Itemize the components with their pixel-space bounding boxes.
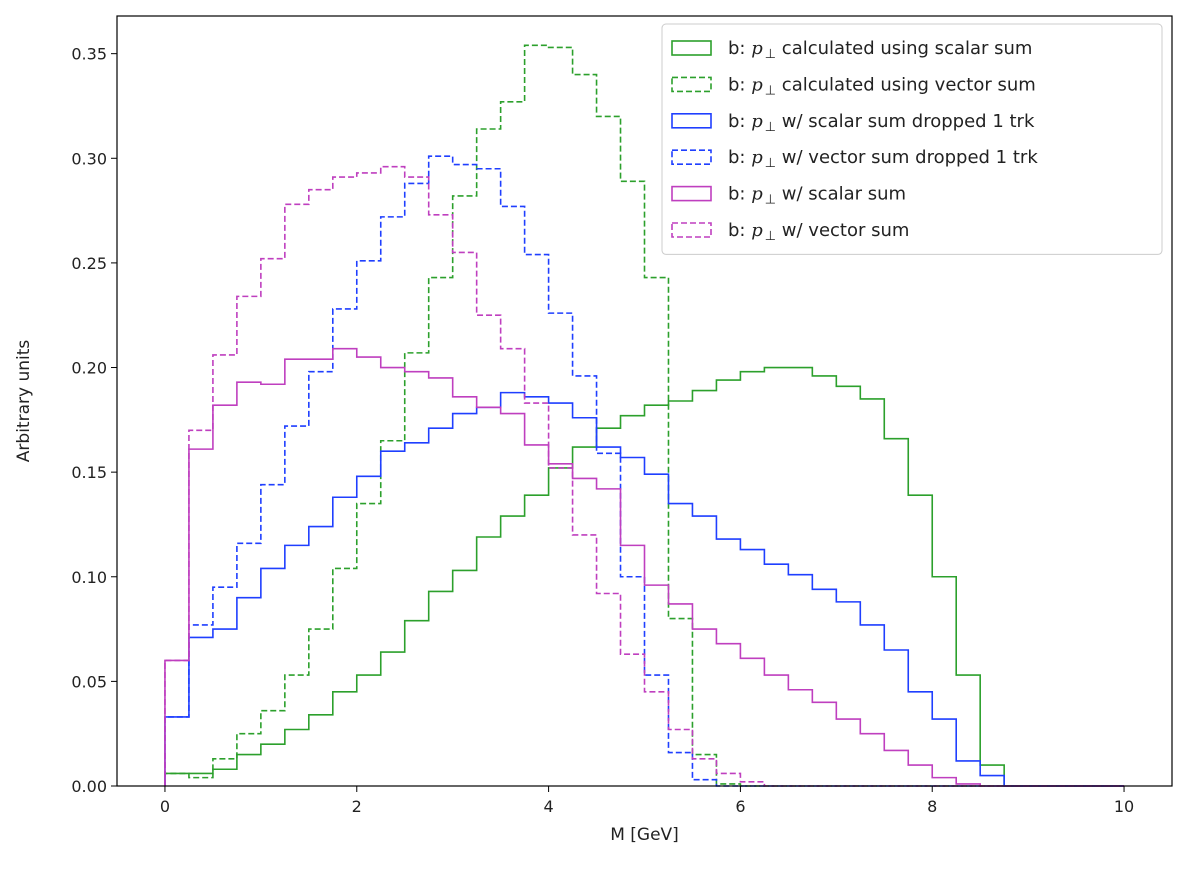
legend-label-prefix: b:: [728, 220, 751, 241]
series-line-5: [164, 347, 1125, 787]
y-axis: 0.00 0.05 0.10 0.15 0.20 0.25 0.30 0.35: [71, 45, 117, 796]
legend-label-symbol: p: [751, 147, 763, 168]
legend-label-prefix: b:: [728, 111, 751, 132]
x-tick-label: 10: [1114, 797, 1134, 816]
x-tick-label: 6: [735, 797, 745, 816]
legend-label-suffix: calculated using scalar sum: [776, 38, 1032, 59]
legend-label-symbol: p: [751, 220, 763, 241]
x-axis-label: M [GeV]: [610, 825, 679, 845]
legend-label-suffix: w/ vector sum dropped 1 trk: [776, 147, 1038, 168]
legend-box: [661, 23, 1163, 255]
legend-swatch: [671, 40, 712, 56]
x-tick-label: 2: [352, 797, 362, 816]
legend-label-prefix: b:: [728, 38, 751, 59]
legend-swatch: [671, 149, 712, 165]
y-tick-label: 0.30: [71, 149, 107, 168]
legend-entry-label: b: p ⊥ w/ scalar sum dropped 1 trk: [728, 111, 1035, 135]
y-tick-label: 0.35: [71, 45, 107, 64]
legend-label-suffix: w/ scalar sum: [776, 184, 906, 205]
legend-swatch: [671, 222, 712, 238]
y-tick-label: 0.20: [71, 359, 107, 378]
legend-entry-label: b: p ⊥ w/ scalar sum: [728, 184, 906, 208]
legend-label-suffix: w/ scalar sum dropped 1 trk: [776, 111, 1035, 132]
x-tick-label: 0: [160, 797, 170, 816]
legend-label-symbol: p: [751, 184, 763, 205]
legend-swatch: [671, 185, 712, 202]
legend-entry-label: b: p ⊥ w/ vector sum: [728, 220, 909, 244]
y-tick-label: 0.10: [71, 568, 107, 587]
legend-label-subscript: ⊥: [765, 120, 776, 135]
legend-label-prefix: b:: [728, 74, 751, 95]
legend-label-subscript: ⊥: [765, 193, 776, 208]
legend-entry-label: b: p ⊥ calculated using vector sum: [728, 74, 1036, 98]
x-tick-label: 4: [543, 797, 553, 816]
legend-label-subscript: ⊥: [765, 47, 776, 62]
x-tick-label: 8: [927, 797, 937, 816]
legend-entry-label: b: p ⊥ calculated using scalar sum: [728, 38, 1032, 62]
legend-label-subscript: ⊥: [765, 156, 776, 171]
series-line-1: [164, 366, 1125, 787]
legend-entry-label: b: p ⊥ w/ vector sum dropped 1 trk: [728, 147, 1038, 171]
y-tick-label: 0.25: [71, 254, 107, 273]
series-line-3: [164, 391, 1125, 787]
y-axis-label: Arbitrary units: [14, 340, 34, 463]
legend-label-suffix: calculated using vector sum: [776, 74, 1036, 95]
legend-label-prefix: b:: [728, 184, 751, 205]
legend-label-subscript: ⊥: [765, 229, 776, 244]
legend-swatch: [671, 76, 712, 93]
legend-label-subscript: ⊥: [765, 83, 776, 98]
y-tick-label: 0.05: [71, 672, 107, 691]
legend-swatch: [671, 113, 712, 129]
legend-label-symbol: p: [751, 111, 763, 132]
y-tick-label: 0.00: [71, 777, 107, 796]
x-axis: 0 2 4 6 8 10: [160, 786, 1134, 816]
y-tick-label: 0.15: [71, 463, 107, 482]
legend-label-symbol: p: [751, 38, 763, 59]
legend-label-prefix: b:: [728, 147, 751, 168]
plot-area-frame: [116, 15, 1173, 787]
legend-label-suffix: w/ vector sum: [776, 220, 909, 241]
legend-label-symbol: p: [751, 74, 763, 95]
